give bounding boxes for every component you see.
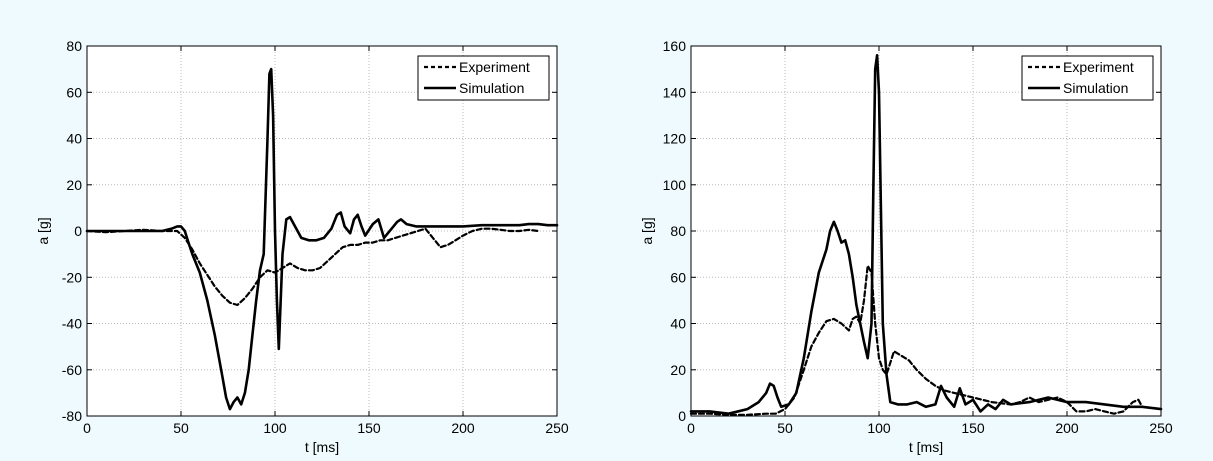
- y-axis-label-right: a [g]: [639, 217, 655, 244]
- y-tick-label-right: 120: [663, 131, 687, 147]
- legend-left: Experiment Simulation: [417, 55, 550, 101]
- ticks-left: 0 50 100 150 200 250 -80 -60 -40 -20 0 20 40 60 80: [62, 38, 569, 436]
- series-line-simulation-right: [689, 53, 1163, 416]
- x-axis-label-left: t [ms]: [305, 439, 339, 455]
- x-tick-label-left: 250: [545, 420, 569, 436]
- legend-label-simulation-left: Simulation: [459, 80, 524, 96]
- y-tick-label-right: 140: [663, 84, 687, 100]
- legend-label-experiment-left: Experiment: [459, 59, 530, 75]
- x-tick-label-right: 50: [777, 420, 793, 436]
- y-tick-label-left: 20: [66, 177, 82, 193]
- y-tick-label-left: 0: [74, 223, 82, 239]
- legend-box-right: [1021, 55, 1154, 101]
- series-layer-right: [689, 53, 1163, 416]
- x-tick-label-left: 200: [451, 420, 475, 436]
- grid-left: [87, 46, 557, 416]
- y-tick-label-right: 0: [678, 408, 686, 424]
- y-tick-label-right: 40: [670, 316, 686, 332]
- series-line-experiment-right: [689, 264, 1144, 416]
- legend-right: Experiment Simulation: [1021, 55, 1154, 101]
- x-axis-label-right: t [ms]: [909, 439, 943, 455]
- x-tick-label-right: 100: [867, 420, 891, 436]
- x-tick-label-right: 200: [1055, 420, 1079, 436]
- x-tick-label-right: 250: [1149, 420, 1173, 436]
- ticks-right: 0 50 100 150 200 250 0 20 40 60 80 100 120 140 160: [663, 38, 1173, 436]
- y-tick-label-left: -60: [62, 362, 82, 378]
- y-tick-label-left: -80: [62, 408, 82, 424]
- y-tick-label-right: 100: [663, 177, 687, 193]
- x-tick-label-left: 150: [357, 420, 381, 436]
- x-tick-label-right: 150: [961, 420, 985, 436]
- y-tick-label-left: 80: [66, 38, 82, 54]
- y-tick-label-left: -20: [62, 269, 82, 285]
- grid-right: [691, 46, 1161, 416]
- chart-right: 0 50 100 150 200 250 0 20 40 60 80 100 120 140 160 t […: [639, 38, 1173, 455]
- series-layer-left: [85, 67, 559, 411]
- x-tick-label-left: 0: [83, 420, 91, 436]
- y-axis-label-left: a [g]: [35, 217, 51, 244]
- x-tick-label-left: 100: [263, 420, 287, 436]
- legend-box-left: [417, 55, 550, 101]
- legend-label-simulation-right: Simulation: [1063, 80, 1128, 96]
- y-tick-label-right: 160: [663, 38, 687, 54]
- series-line-experiment-left: [85, 227, 540, 307]
- x-tick-label-left: 50: [173, 420, 189, 436]
- y-tick-label-left: 40: [66, 131, 82, 147]
- legend-label-experiment-right: Experiment: [1063, 59, 1134, 75]
- series-line-simulation-left: [85, 67, 559, 411]
- y-tick-label-right: 60: [670, 269, 686, 285]
- y-tick-label-left: -40: [62, 316, 82, 332]
- y-tick-label-left: 60: [66, 84, 82, 100]
- y-tick-label-right: 20: [670, 362, 686, 378]
- y-tick-label-right: 80: [670, 223, 686, 239]
- chart-left: 0 50 100 150 200 250 -80 -60 -40 -20 0 20 40 60 80 t […: [35, 38, 569, 455]
- x-tick-label-right: 0: [687, 420, 695, 436]
